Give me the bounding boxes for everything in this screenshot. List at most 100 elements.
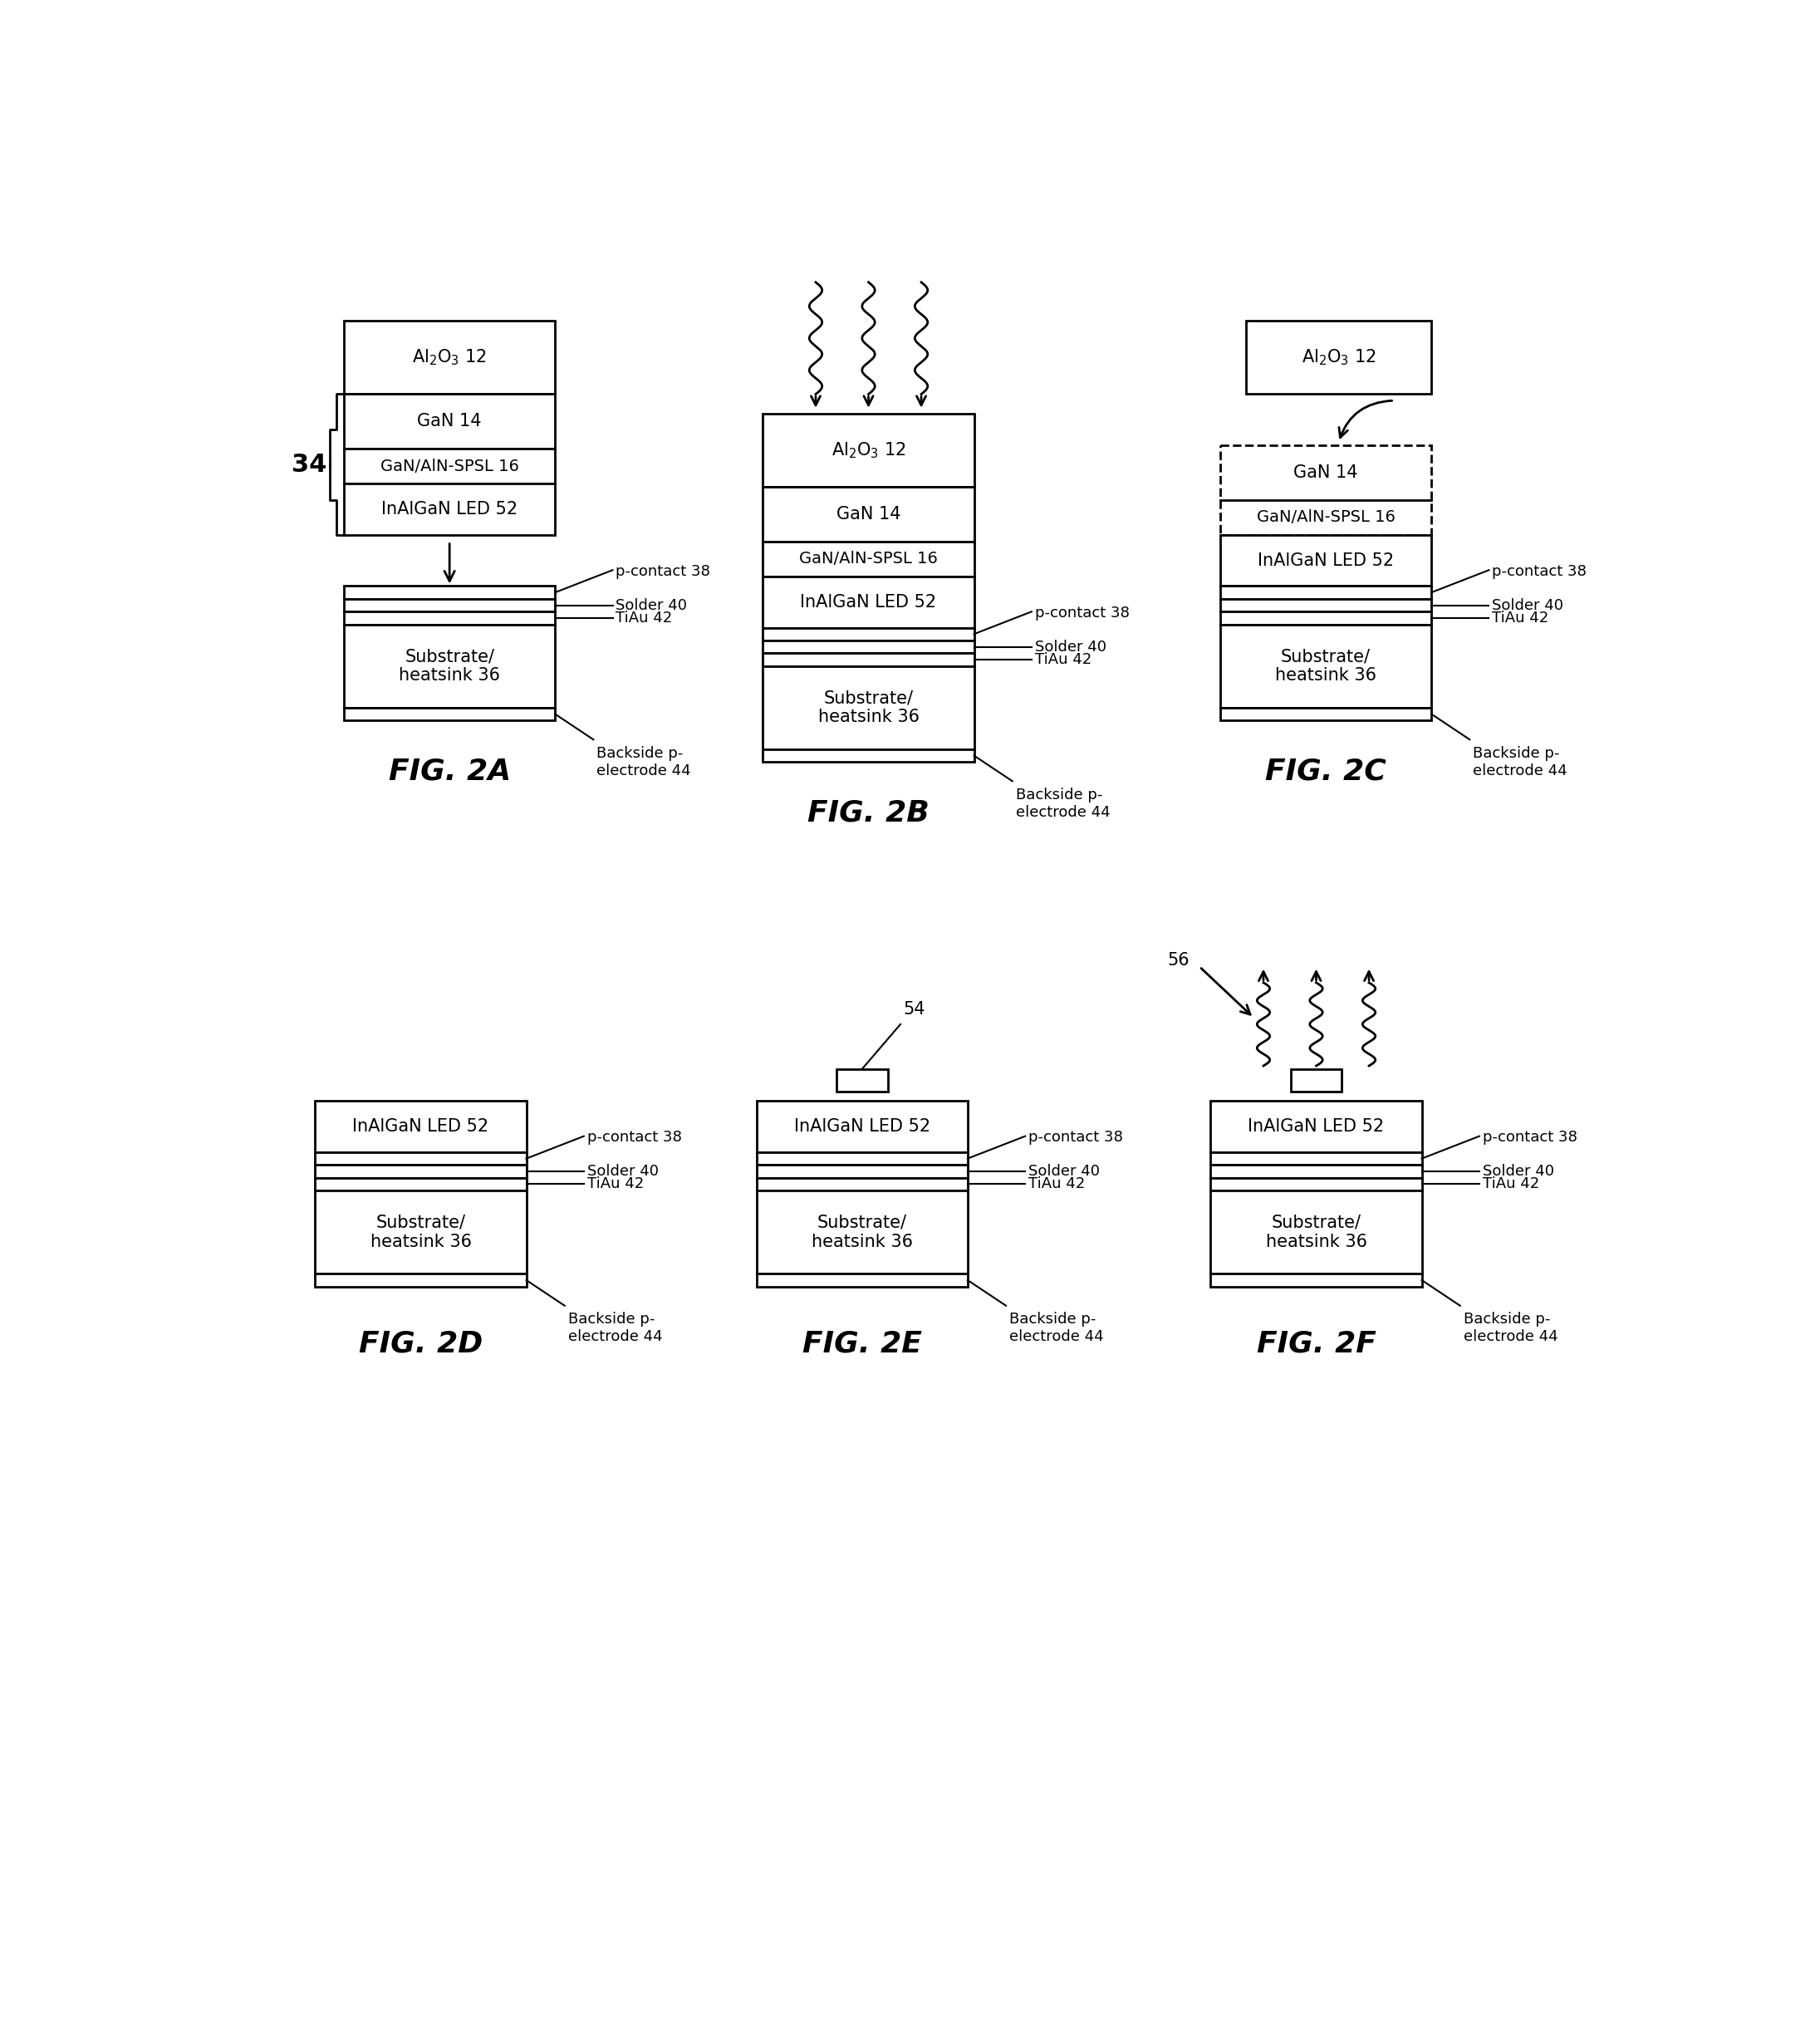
Bar bbox=[763, 640, 974, 652]
Text: Backside p-
electrode 44: Backside p- electrode 44 bbox=[597, 746, 692, 778]
Bar bbox=[1219, 707, 1431, 721]
Text: Solder 40: Solder 40 bbox=[615, 597, 688, 614]
Text: TiAu 42: TiAu 42 bbox=[615, 610, 673, 626]
Text: Backside p-
electrode 44: Backside p- electrode 44 bbox=[1016, 788, 1110, 819]
Text: InAlGaN LED 52: InAlGaN LED 52 bbox=[794, 1118, 930, 1136]
Text: p-contact 38: p-contact 38 bbox=[615, 563, 710, 579]
Text: GaN 14: GaN 14 bbox=[835, 506, 901, 522]
Bar bbox=[1210, 1101, 1421, 1152]
Text: 56: 56 bbox=[1168, 951, 1190, 969]
Text: Al$_2$O$_3$ 12: Al$_2$O$_3$ 12 bbox=[832, 441, 906, 459]
Text: p-contact 38: p-contact 38 bbox=[1492, 563, 1587, 579]
Text: GaN/AlN-SPSL 16: GaN/AlN-SPSL 16 bbox=[799, 551, 937, 567]
Bar bbox=[1219, 534, 1431, 585]
Bar bbox=[315, 1191, 526, 1274]
Bar bbox=[344, 585, 555, 599]
Bar bbox=[344, 484, 555, 534]
Bar bbox=[1219, 585, 1431, 599]
Text: FIG. 2E: FIG. 2E bbox=[803, 1331, 921, 1357]
Text: p-contact 38: p-contact 38 bbox=[1483, 1130, 1578, 1144]
Text: Substrate/
heatsink 36: Substrate/ heatsink 36 bbox=[369, 1215, 471, 1250]
Text: FIG. 2A: FIG. 2A bbox=[388, 758, 511, 786]
Text: TiAu 42: TiAu 42 bbox=[1492, 610, 1549, 626]
Bar bbox=[757, 1191, 968, 1274]
Bar bbox=[1219, 445, 1431, 534]
Bar bbox=[1219, 624, 1431, 707]
Text: GaN 14: GaN 14 bbox=[1294, 463, 1358, 482]
Bar bbox=[344, 599, 555, 612]
Bar bbox=[1219, 599, 1431, 612]
Text: GaN 14: GaN 14 bbox=[417, 412, 482, 429]
Bar bbox=[315, 1164, 526, 1179]
Text: FIG. 2C: FIG. 2C bbox=[1265, 758, 1387, 786]
Text: InAlGaN LED 52: InAlGaN LED 52 bbox=[353, 1118, 490, 1136]
Text: Substrate/
heatsink 36: Substrate/ heatsink 36 bbox=[817, 689, 919, 725]
Bar bbox=[763, 412, 974, 488]
Bar bbox=[763, 750, 974, 762]
Bar bbox=[1210, 1179, 1421, 1191]
Text: p-contact 38: p-contact 38 bbox=[1028, 1130, 1123, 1144]
Text: TiAu 42: TiAu 42 bbox=[588, 1177, 644, 1191]
Text: FIG. 2F: FIG. 2F bbox=[1256, 1331, 1376, 1357]
Text: Solder 40: Solder 40 bbox=[588, 1164, 659, 1179]
Bar bbox=[344, 612, 555, 624]
Text: Solder 40: Solder 40 bbox=[1036, 640, 1107, 654]
Bar bbox=[344, 394, 555, 449]
Bar bbox=[1290, 1069, 1341, 1091]
Bar bbox=[315, 1274, 526, 1286]
Bar bbox=[763, 541, 974, 577]
Text: Backside p-
electrode 44: Backside p- electrode 44 bbox=[1463, 1313, 1558, 1345]
Text: Backside p-
electrode 44: Backside p- electrode 44 bbox=[1008, 1313, 1103, 1345]
Bar bbox=[1247, 321, 1431, 394]
Bar bbox=[344, 707, 555, 721]
Bar bbox=[763, 577, 974, 628]
Bar bbox=[757, 1101, 968, 1152]
Text: Solder 40: Solder 40 bbox=[1028, 1164, 1099, 1179]
Bar bbox=[763, 666, 974, 750]
Bar bbox=[763, 488, 974, 541]
Text: TiAu 42: TiAu 42 bbox=[1483, 1177, 1540, 1191]
Text: InAlGaN LED 52: InAlGaN LED 52 bbox=[1249, 1118, 1385, 1136]
Bar bbox=[1210, 1191, 1421, 1274]
Text: Solder 40: Solder 40 bbox=[1492, 597, 1563, 614]
Bar bbox=[763, 628, 974, 640]
Bar bbox=[757, 1164, 968, 1179]
Text: Substrate/
heatsink 36: Substrate/ heatsink 36 bbox=[1276, 648, 1376, 685]
Text: 34: 34 bbox=[291, 453, 326, 478]
Bar bbox=[837, 1069, 888, 1091]
Bar bbox=[763, 652, 974, 666]
Bar bbox=[757, 1274, 968, 1286]
Text: FIG. 2D: FIG. 2D bbox=[359, 1331, 482, 1357]
Bar bbox=[315, 1152, 526, 1164]
Text: Backside p-
electrode 44: Backside p- electrode 44 bbox=[1472, 746, 1567, 778]
Bar bbox=[315, 1179, 526, 1191]
Bar bbox=[344, 624, 555, 707]
Text: GaN/AlN-SPSL 16: GaN/AlN-SPSL 16 bbox=[380, 459, 519, 473]
Text: Al$_2$O$_3$ 12: Al$_2$O$_3$ 12 bbox=[413, 347, 486, 368]
Text: GaN/AlN-SPSL 16: GaN/AlN-SPSL 16 bbox=[1256, 510, 1396, 524]
Text: p-contact 38: p-contact 38 bbox=[588, 1130, 682, 1144]
Bar bbox=[344, 321, 555, 394]
Bar bbox=[757, 1179, 968, 1191]
Text: Al$_2$O$_3$ 12: Al$_2$O$_3$ 12 bbox=[1301, 347, 1376, 368]
Bar bbox=[1219, 612, 1431, 624]
Text: Backside p-
electrode 44: Backside p- electrode 44 bbox=[568, 1313, 662, 1345]
Text: InAlGaN LED 52: InAlGaN LED 52 bbox=[801, 593, 937, 610]
Text: Substrate/
heatsink 36: Substrate/ heatsink 36 bbox=[1265, 1215, 1367, 1250]
Text: Substrate/
heatsink 36: Substrate/ heatsink 36 bbox=[812, 1215, 914, 1250]
Text: TiAu 42: TiAu 42 bbox=[1036, 652, 1092, 666]
Text: Substrate/
heatsink 36: Substrate/ heatsink 36 bbox=[399, 648, 501, 685]
Text: TiAu 42: TiAu 42 bbox=[1028, 1177, 1085, 1191]
Bar bbox=[757, 1152, 968, 1164]
Text: Solder 40: Solder 40 bbox=[1483, 1164, 1554, 1179]
Text: p-contact 38: p-contact 38 bbox=[1036, 606, 1130, 620]
Bar bbox=[344, 449, 555, 484]
Text: 54: 54 bbox=[905, 1002, 926, 1018]
Text: InAlGaN LED 52: InAlGaN LED 52 bbox=[382, 502, 517, 518]
Bar bbox=[1210, 1274, 1421, 1286]
Bar bbox=[315, 1101, 526, 1152]
Text: FIG. 2B: FIG. 2B bbox=[808, 799, 930, 827]
Text: InAlGaN LED 52: InAlGaN LED 52 bbox=[1258, 553, 1394, 569]
Bar bbox=[1210, 1164, 1421, 1179]
Bar bbox=[1210, 1152, 1421, 1164]
